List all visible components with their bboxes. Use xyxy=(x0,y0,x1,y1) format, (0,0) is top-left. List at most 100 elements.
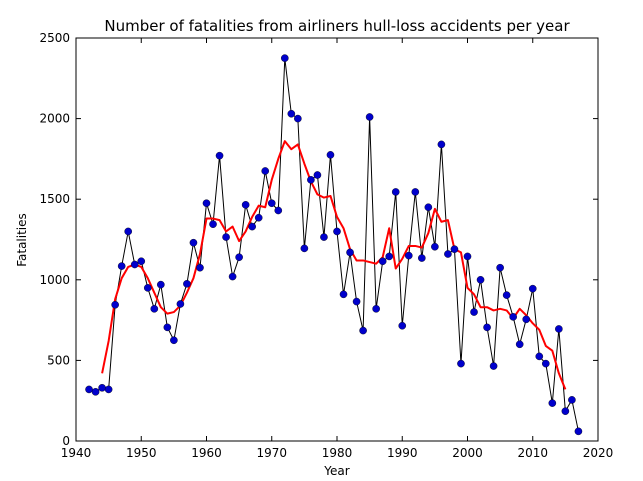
data-point xyxy=(346,248,354,257)
data-point xyxy=(509,313,517,321)
data-point xyxy=(98,384,106,392)
x-tick-label: 1940 xyxy=(61,446,92,460)
data-point xyxy=(267,199,276,208)
y-tick-label: 0 xyxy=(62,434,70,448)
data-point xyxy=(202,199,211,208)
plot-frame xyxy=(75,37,599,442)
y-tick-label: 2500 xyxy=(39,31,70,45)
data-point xyxy=(261,167,270,175)
y-tick-label: 1500 xyxy=(39,192,70,206)
data-point xyxy=(437,140,446,149)
chart-title: Number of fatalities from airliners hull… xyxy=(104,17,570,35)
data-point xyxy=(150,305,159,313)
data-point xyxy=(424,203,433,212)
yearly-fatalities-line xyxy=(88,58,579,432)
data-point xyxy=(372,305,380,313)
data-point xyxy=(143,284,152,292)
data-point xyxy=(548,399,557,407)
y-tick-label: 500 xyxy=(47,353,70,367)
x-tick-label: 2020 xyxy=(583,446,614,460)
data-point xyxy=(104,385,113,394)
data-point xyxy=(300,244,309,253)
x-tick-label: 2010 xyxy=(517,446,548,460)
data-point xyxy=(444,250,452,258)
data-point xyxy=(411,188,420,196)
data-point xyxy=(561,407,570,415)
data-point xyxy=(476,275,485,284)
plot-area xyxy=(75,37,599,442)
data-point xyxy=(280,54,289,62)
data-point xyxy=(313,171,322,179)
data-point xyxy=(215,151,224,160)
data-point xyxy=(542,359,550,368)
data-point xyxy=(326,151,335,159)
data-point xyxy=(418,254,426,262)
data-point xyxy=(457,359,465,368)
x-axis: 1940 1950 1960 1970 1980 1990 2000 2010 2020 xyxy=(61,38,614,460)
data-point xyxy=(130,260,139,269)
data-point xyxy=(307,176,315,184)
data-point xyxy=(555,325,563,333)
data-point xyxy=(189,238,198,247)
data-point xyxy=(124,227,132,236)
data-point xyxy=(339,290,348,299)
data-point xyxy=(137,257,146,266)
x-axis-label: Year xyxy=(323,464,349,478)
data-point xyxy=(502,291,511,299)
data-point xyxy=(163,323,172,332)
data-point xyxy=(535,352,544,361)
data-point xyxy=(222,233,230,241)
x-tick-label: 1970 xyxy=(256,446,287,460)
data-point xyxy=(574,427,583,436)
data-point xyxy=(176,300,185,308)
x-tick-label: 1990 xyxy=(387,446,418,460)
data-point xyxy=(117,262,126,270)
data-point xyxy=(320,233,328,241)
data-point xyxy=(196,263,204,272)
data-point xyxy=(489,362,498,370)
data-point xyxy=(528,284,537,293)
data-point xyxy=(333,227,341,236)
y-tick-label: 2000 xyxy=(39,112,70,126)
data-point xyxy=(450,245,459,253)
data-point xyxy=(352,297,361,306)
x-tick-label: 1950 xyxy=(126,446,157,460)
data-point xyxy=(385,252,394,261)
y-tick-label: 1000 xyxy=(39,273,70,287)
y-axis: 0 500 1000 1500 2000 2500 xyxy=(39,31,598,448)
x-tick-label: 1960 xyxy=(191,446,222,460)
data-point xyxy=(111,300,119,309)
data-point xyxy=(170,336,178,345)
data-point xyxy=(85,385,93,394)
data-point xyxy=(183,280,191,288)
data-point xyxy=(248,222,256,231)
data-point xyxy=(254,213,263,222)
data-point xyxy=(235,253,243,262)
data-point xyxy=(398,321,407,330)
data-point xyxy=(568,396,576,404)
data-point xyxy=(157,280,165,289)
data-point xyxy=(241,201,250,209)
x-tick-label: 2000 xyxy=(452,446,483,460)
data-point xyxy=(404,251,413,260)
data-point xyxy=(483,323,491,332)
moving-average-line xyxy=(101,140,567,390)
data-point xyxy=(91,388,100,396)
y-axis-label: Fatalities xyxy=(15,213,29,267)
data-point xyxy=(228,272,237,281)
data-point xyxy=(431,242,439,251)
data-point xyxy=(287,109,296,118)
data-point xyxy=(365,113,374,121)
data-point xyxy=(515,340,524,349)
data-point xyxy=(274,206,283,215)
data-point xyxy=(209,220,217,228)
data-point xyxy=(391,188,400,196)
data-point xyxy=(470,308,478,316)
data-point xyxy=(294,114,302,123)
data-point xyxy=(378,257,387,266)
data-point xyxy=(463,252,472,261)
data-point xyxy=(496,263,504,272)
x-tick-label: 1980 xyxy=(322,446,353,460)
data-point xyxy=(522,315,531,324)
